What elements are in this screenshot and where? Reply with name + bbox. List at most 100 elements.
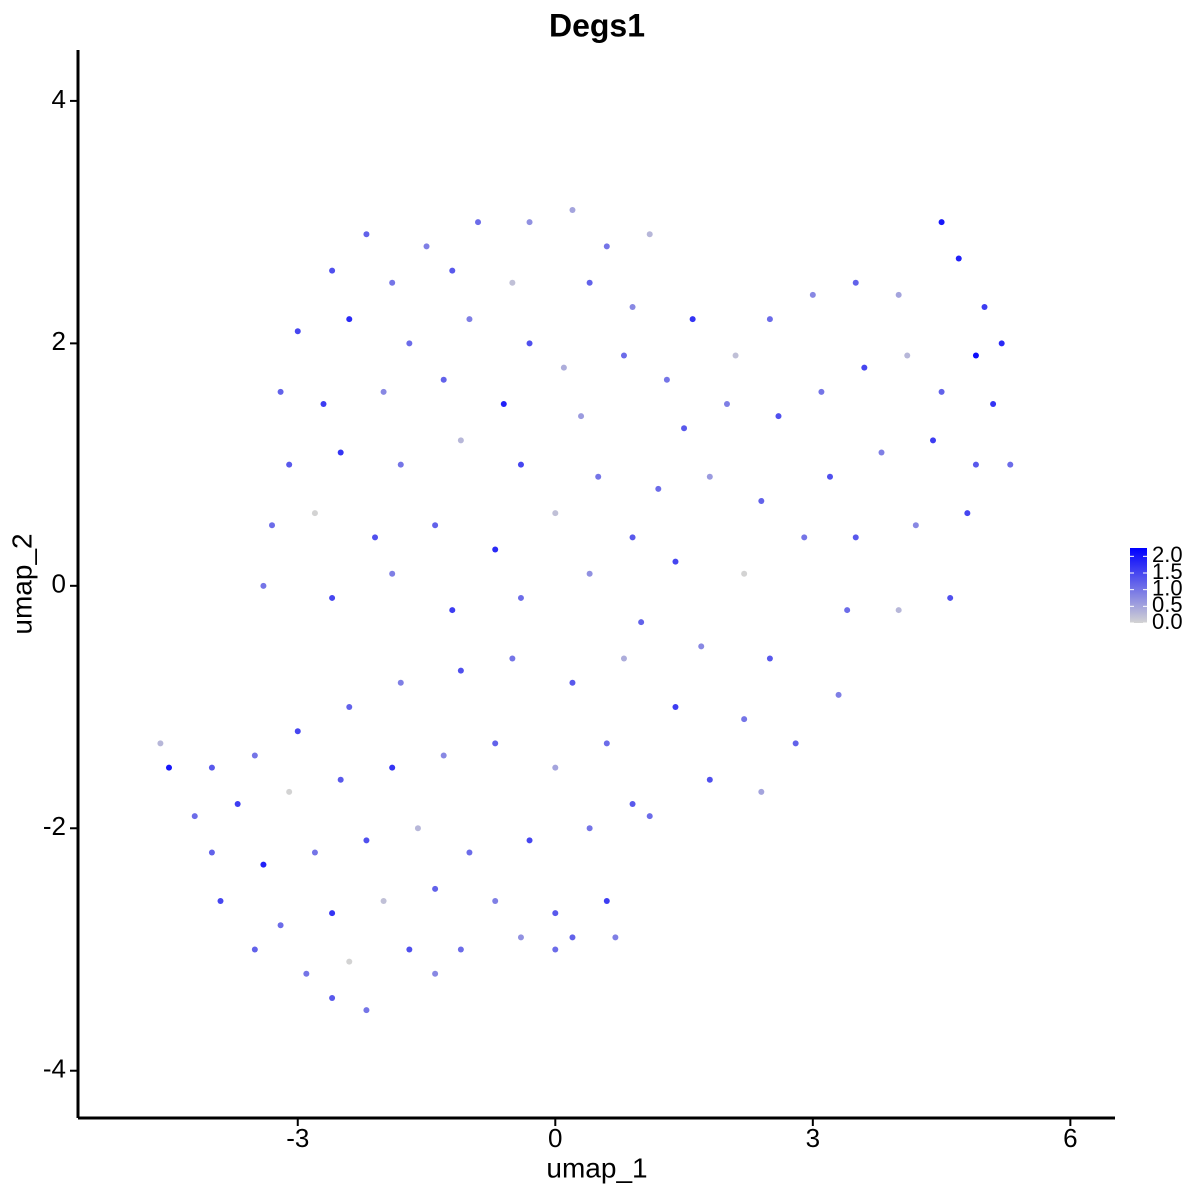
point — [706, 776, 713, 783]
point — [320, 400, 327, 407]
point — [1007, 461, 1014, 468]
point — [397, 679, 404, 686]
colorbar — [1130, 548, 1147, 623]
point — [492, 546, 499, 553]
point — [500, 400, 507, 407]
point — [758, 788, 765, 795]
point — [260, 582, 267, 589]
point — [414, 825, 421, 832]
point — [380, 898, 387, 905]
colorbar-label: 2.0 — [1152, 542, 1183, 567]
point — [990, 400, 997, 407]
point — [372, 534, 379, 541]
point — [466, 849, 473, 856]
point — [492, 740, 499, 747]
point — [517, 934, 524, 941]
point — [569, 679, 576, 686]
point — [380, 388, 387, 395]
point — [346, 704, 353, 711]
point — [698, 643, 705, 650]
y-tick-label: 0 — [52, 569, 66, 599]
point — [449, 267, 456, 274]
point — [457, 946, 464, 953]
point — [646, 231, 653, 238]
point — [234, 801, 241, 808]
x-tick-label: 6 — [1063, 1123, 1077, 1153]
point — [303, 970, 310, 977]
point — [612, 934, 619, 941]
point — [389, 764, 396, 771]
point — [603, 740, 610, 747]
point — [955, 255, 962, 262]
point — [294, 728, 301, 735]
point — [440, 752, 447, 759]
point — [286, 788, 293, 795]
y-tick-label: -4 — [43, 1054, 66, 1084]
point — [286, 461, 293, 468]
point — [440, 376, 447, 383]
point — [329, 994, 336, 1001]
point — [389, 279, 396, 286]
point — [509, 655, 516, 662]
point — [526, 837, 533, 844]
point — [981, 303, 988, 310]
point — [758, 497, 765, 504]
point — [329, 910, 336, 917]
colorbar-label: 1.5 — [1152, 559, 1183, 584]
x-tick-label: 0 — [548, 1123, 562, 1153]
point — [397, 461, 404, 468]
point — [517, 594, 524, 601]
point — [449, 607, 456, 614]
point — [466, 316, 473, 323]
point — [337, 776, 344, 783]
point — [251, 752, 258, 759]
point — [269, 522, 276, 529]
point — [638, 619, 645, 626]
point — [844, 607, 851, 614]
point — [586, 279, 593, 286]
point — [277, 388, 284, 395]
point — [852, 534, 859, 541]
point — [620, 352, 627, 359]
point — [603, 898, 610, 905]
point — [157, 740, 164, 747]
colorbar-label: 0.0 — [1152, 609, 1183, 634]
point — [526, 219, 533, 226]
point — [801, 534, 808, 541]
point — [938, 219, 945, 226]
point — [329, 267, 336, 274]
point — [629, 303, 636, 310]
point — [723, 400, 730, 407]
point — [526, 340, 533, 347]
point — [363, 837, 370, 844]
point — [861, 364, 868, 371]
point — [852, 279, 859, 286]
point — [552, 764, 559, 771]
point — [595, 473, 602, 480]
point — [552, 946, 559, 953]
point — [423, 243, 430, 250]
point — [672, 558, 679, 565]
point — [706, 473, 713, 480]
point — [655, 485, 662, 492]
point — [904, 352, 911, 359]
x-axis-label: umap_1 — [546, 1152, 647, 1183]
point — [260, 861, 267, 868]
point — [560, 364, 567, 371]
point — [895, 607, 902, 614]
point — [251, 946, 258, 953]
point — [363, 231, 370, 238]
point — [629, 801, 636, 808]
colorbar-label: 0.5 — [1152, 592, 1183, 617]
point — [972, 352, 979, 359]
point — [208, 764, 215, 771]
point — [947, 594, 954, 601]
point — [311, 849, 318, 856]
point — [457, 667, 464, 674]
point — [406, 340, 413, 347]
point — [578, 413, 585, 420]
point — [603, 243, 610, 250]
point — [818, 388, 825, 395]
point — [998, 340, 1005, 347]
point — [294, 328, 301, 335]
